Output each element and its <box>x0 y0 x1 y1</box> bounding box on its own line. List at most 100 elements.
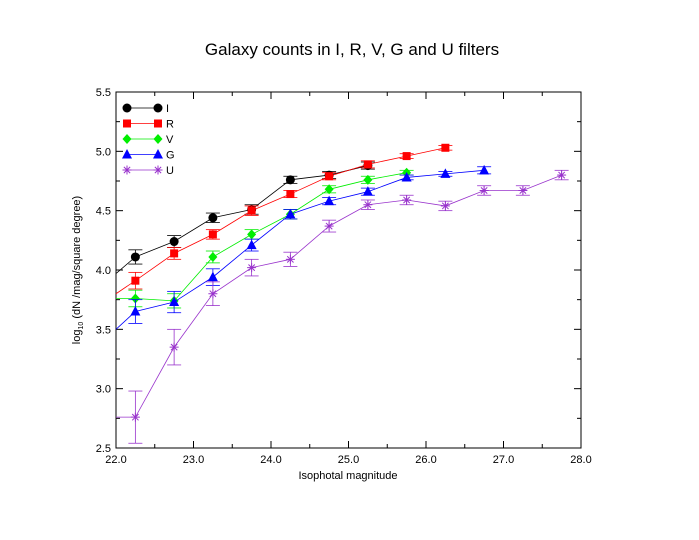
legend-item-V: V <box>122 134 174 146</box>
data-point <box>363 174 373 185</box>
legend-label: G <box>166 150 175 162</box>
y-axis-label-prefix: log <box>71 330 83 345</box>
legend-marker <box>123 119 131 128</box>
y-tick-label: 5.5 <box>96 87 111 99</box>
data-point <box>285 175 295 185</box>
series-line <box>115 147 446 295</box>
x-tick-label: 28.0 <box>570 454 591 466</box>
data-point <box>208 230 217 239</box>
x-axis-label: Isophotal magnitude <box>298 470 397 482</box>
asterisk-stroke <box>325 222 333 230</box>
legend-label: V <box>166 134 174 146</box>
data-point <box>441 143 450 152</box>
series-layer <box>115 143 569 444</box>
series-U <box>116 169 569 444</box>
data-point <box>557 170 567 180</box>
data-point <box>479 164 490 175</box>
x-tick-label: 27.0 <box>493 454 514 466</box>
y-axis-label-subscript: 10 <box>78 322 85 330</box>
legend-marker <box>153 103 163 113</box>
y-tick-label: 4.0 <box>96 265 111 277</box>
data-point <box>324 221 334 231</box>
x-tick-label: 25.0 <box>338 454 359 466</box>
data-point <box>247 229 257 240</box>
data-point <box>169 342 179 352</box>
asterisk-stroke <box>364 201 372 209</box>
data-point <box>170 249 179 258</box>
series-I <box>115 161 375 274</box>
y-tick-label: 4.5 <box>96 206 111 218</box>
y-axis-label: log10 (dN /mag/square degree) <box>71 196 85 344</box>
asterisk-stroke <box>131 413 139 421</box>
legend-marker <box>154 119 162 128</box>
series-G <box>115 164 492 330</box>
asterisk-stroke <box>441 202 449 210</box>
data-point <box>130 412 140 422</box>
data-point <box>208 289 218 299</box>
series-line <box>116 172 407 302</box>
data-point <box>325 172 334 181</box>
data-point <box>131 276 140 285</box>
data-point <box>401 171 412 182</box>
data-point <box>130 306 141 316</box>
data-point <box>246 239 257 250</box>
data-point <box>169 237 179 247</box>
data-point <box>169 296 180 307</box>
legend-marker <box>153 134 163 144</box>
legend-marker <box>153 165 163 175</box>
legend-item-R: R <box>123 119 174 131</box>
data-point <box>402 152 411 161</box>
asterisk-stroke <box>403 196 411 204</box>
x-tick-label: 22.0 <box>105 454 126 466</box>
data-point <box>518 185 528 195</box>
legend-label: I <box>166 103 169 115</box>
asterisk-stroke <box>286 255 294 263</box>
y-tick-label: 2.5 <box>96 443 111 455</box>
asterisk-stroke <box>558 171 566 179</box>
data-point <box>208 213 218 223</box>
legend-item-I: I <box>122 103 169 115</box>
y-tick-label: 5.0 <box>96 146 111 158</box>
data-point <box>286 190 295 199</box>
data-point <box>247 206 256 215</box>
legend-item-U: U <box>122 165 174 177</box>
data-point <box>247 263 257 273</box>
plot-frame <box>115 91 582 449</box>
y-axis-label-suffix: (dN /mag/square degree) <box>71 196 83 322</box>
data-point <box>363 200 373 210</box>
series-R <box>115 143 453 295</box>
data-point <box>363 160 372 169</box>
legend-item-G: G <box>122 149 175 162</box>
data-point <box>207 271 218 282</box>
y-tick-label: 3.5 <box>96 324 111 336</box>
asterisk-stroke <box>209 290 217 298</box>
data-point <box>130 293 140 304</box>
asterisk-stroke <box>480 186 488 194</box>
data-point <box>440 168 451 178</box>
data-point <box>402 195 412 205</box>
data-point <box>479 185 489 195</box>
legend-marker <box>153 149 163 159</box>
legend-marker <box>122 103 132 113</box>
legend-marker <box>122 149 132 159</box>
legend-marker <box>122 134 132 144</box>
data-point <box>324 184 334 195</box>
legend-label: U <box>166 165 174 177</box>
asterisk-stroke <box>248 264 256 272</box>
x-tick-label: 23.0 <box>183 454 204 466</box>
legend-label: R <box>166 119 174 131</box>
data-point <box>130 252 140 262</box>
data-point <box>285 254 295 264</box>
chart-title: Galaxy counts in I, R, V, G and U filter… <box>205 40 499 59</box>
x-tick-label: 26.0 <box>415 454 436 466</box>
legend-marker <box>122 165 132 175</box>
data-point <box>324 195 335 206</box>
axis-ticks: 22.0 23.0 24.0 25.0 26.0 27.0 28.0 2.5 3.0 3.5 4.0… <box>96 87 592 466</box>
data-point <box>285 208 296 219</box>
asterisk-stroke <box>123 166 131 174</box>
series-line <box>115 165 368 274</box>
asterisk-stroke <box>519 186 527 194</box>
x-tick-label: 24.0 <box>260 454 281 466</box>
asterisk-stroke <box>154 166 162 174</box>
